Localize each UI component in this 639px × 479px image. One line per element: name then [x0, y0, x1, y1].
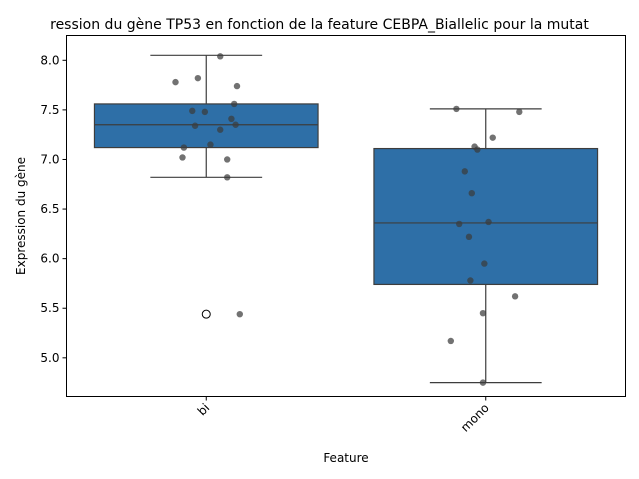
data-point — [232, 121, 239, 128]
y-tick-label: 7.0 — [40, 152, 59, 166]
data-point — [172, 78, 179, 86]
plot-area — [93, 53, 599, 386]
data-point — [455, 220, 463, 228]
y-axis: 5.0 5.5 6.0 6.5 7.0 7.5 8.0 — [40, 53, 67, 365]
data-point — [479, 379, 487, 386]
data-point — [453, 105, 460, 113]
data-point — [468, 189, 475, 197]
data-point — [479, 309, 487, 317]
x-axis: bi mono — [195, 396, 492, 435]
data-point — [485, 218, 492, 226]
y-tick-label: 6.0 — [40, 252, 59, 266]
data-point — [224, 174, 231, 181]
y-tick-label: 5.5 — [40, 301, 59, 315]
data-point — [474, 146, 481, 153]
data-point — [236, 310, 243, 318]
data-point — [465, 233, 473, 241]
x-axis-label: Feature — [323, 451, 368, 465]
y-tick-label: 6.5 — [40, 202, 59, 216]
data-point — [228, 115, 235, 123]
data-point — [179, 154, 186, 161]
axes-frame — [66, 35, 626, 397]
y-tick-label: 5.0 — [40, 351, 59, 365]
box-group-mono — [373, 108, 599, 384]
y-axis-label: Expression du gène — [14, 157, 28, 275]
chart-title: ression du gène TP53 en fonction de la f… — [50, 17, 589, 33]
y-tick-label: 7.5 — [40, 103, 59, 117]
data-point — [201, 108, 209, 116]
y-tick-label: 8.0 — [40, 53, 59, 67]
data-point — [233, 82, 241, 90]
data-point — [189, 107, 196, 115]
data-point — [461, 168, 468, 175]
data-point — [467, 277, 474, 284]
x-tick-label-mono: mono — [458, 401, 492, 435]
data-point — [516, 108, 523, 116]
data-point — [217, 126, 224, 133]
data-point — [217, 53, 224, 60]
data-point — [180, 144, 188, 151]
data-point — [447, 337, 455, 345]
data-point — [191, 122, 199, 129]
data-point — [489, 134, 496, 141]
data-point — [207, 141, 214, 148]
x-tick-label-bi: bi — [195, 401, 213, 419]
outlier-marker — [201, 309, 211, 319]
box-group-bi — [93, 54, 319, 319]
data-point — [481, 260, 488, 267]
data-point — [194, 74, 202, 82]
data-point — [231, 100, 238, 108]
data-point — [224, 156, 231, 163]
data-point — [511, 293, 519, 300]
